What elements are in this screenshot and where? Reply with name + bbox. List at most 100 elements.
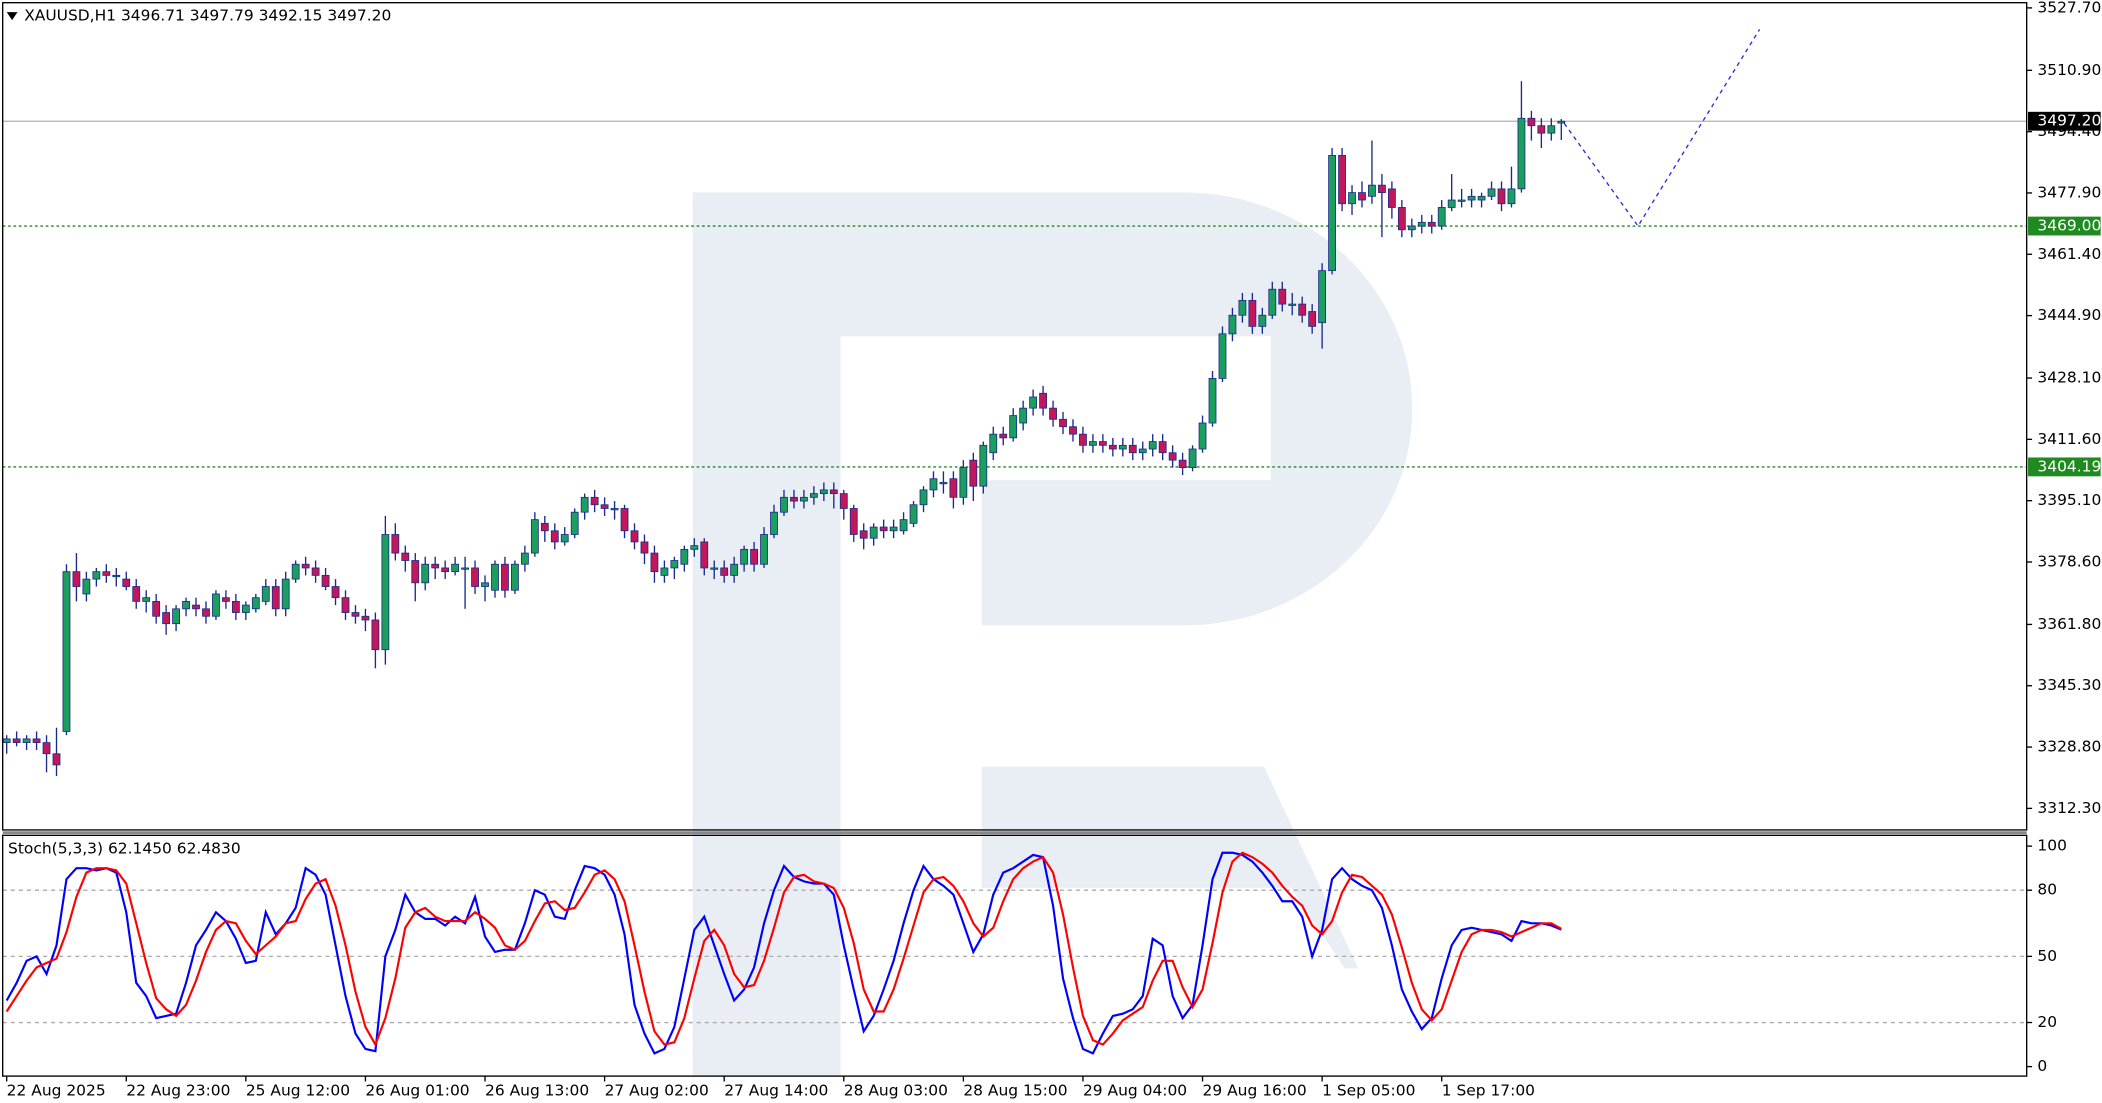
candle-body [222,597,230,602]
candle-body [809,493,818,498]
watermark-r-leg [981,766,1359,969]
candle-body [491,563,499,591]
current-price-badge [2028,111,2101,131]
candle-body [231,600,240,613]
y-tick-label: 20 [2037,1013,2057,1031]
candle-body [72,571,81,587]
candle-body [600,504,609,509]
candle-body [580,496,589,513]
grid-layer [2,120,2027,1024]
candle-body [441,567,450,573]
candle-body [122,578,131,587]
candle-body [1188,448,1197,469]
candle-body [1417,221,1426,227]
candle-body [361,615,370,621]
level-label: 3469.00 [2037,217,2101,235]
candle-body [371,619,380,651]
x-tick-label: 29 Aug 04:00 [1083,1081,1187,1099]
candle-body [590,496,599,506]
candle-body [1338,155,1346,205]
candle-body [411,560,420,584]
x-tick-label: 1 Sep 05:00 [1322,1081,1415,1099]
x-tick-label: 22 Aug 2025 [7,1081,106,1099]
candle-body [1537,125,1546,134]
candle-body [630,530,639,543]
candle-body [351,612,360,617]
candle-body [760,534,768,565]
candle-body [849,508,858,535]
candle-body [530,519,539,554]
candle-body [770,511,778,535]
y-tick-label: 3411.60 [2037,430,2101,448]
candle-body [540,522,549,532]
candle-body [421,563,430,584]
candle-body [1069,426,1077,435]
candle-body [700,541,709,569]
candle-body [1477,195,1486,201]
candle-body [92,571,101,580]
candle-body [790,496,798,502]
candle-body [82,578,91,595]
candle-body [1457,199,1466,202]
y-tick-label: 50 [2037,947,2057,965]
candle-body [560,534,569,543]
candle-body [241,604,250,613]
candle-body [401,552,410,561]
watermark-r-bowl [692,192,1413,1077]
candle-body [1049,407,1057,420]
stoch-line [5,851,1562,1048]
candle-body [32,738,41,744]
candle-body [301,563,310,569]
candle-body [471,567,479,587]
candle-body [929,478,938,491]
candle-body [660,567,669,576]
candle-body [909,504,918,524]
candle-body [1059,418,1067,428]
candle-body [889,526,898,532]
y-tick-label: 3345.30 [2037,676,2101,694]
candle-body [1168,452,1177,461]
candle-body [102,571,111,576]
candle-body [800,496,808,502]
candle-body [819,489,828,495]
candle-body [391,534,400,554]
candle-body [172,608,180,625]
candle-body [1208,378,1217,424]
x-tick-label: 27 Aug 14:00 [724,1081,828,1099]
candle-body [879,526,888,532]
candle-body [1148,441,1157,450]
x-tick-label: 27 Aug 02:00 [605,1081,709,1099]
candle-body [1318,270,1327,324]
candle-body [152,600,161,617]
candle-body [1288,303,1297,306]
candle-body [1557,120,1566,124]
candle-body [52,753,61,766]
candle-body [1108,444,1117,450]
candle-body [570,511,579,535]
candle-body [1138,448,1147,454]
chart-title: XAUUSD,H1 3496.71 3497.79 3492.15 3497.2… [24,7,391,25]
y-tick-label: 3510.90 [2037,61,2101,79]
candle-body [261,586,270,602]
candle-body [501,563,509,591]
candle-body [829,489,838,495]
candle-body [1089,441,1097,446]
candle-body [1248,299,1257,327]
candle-body [42,742,51,755]
candle-body [431,563,440,569]
current-price-label: 3497.20 [2037,112,2101,130]
candle-body [939,482,948,485]
level-badge [2028,457,2101,477]
y-tick-label: 3477.90 [2037,183,2101,201]
x-tick-label: 29 Aug 16:00 [1203,1081,1307,1099]
candle-body [1378,184,1386,193]
y-tick-label: 3444.90 [2037,306,2101,324]
candle-body [1547,125,1556,134]
candle-body [291,563,300,580]
watermark [692,192,1413,1077]
candle-body [311,567,320,576]
candle-body [550,530,559,543]
candle-body [1019,407,1028,424]
candle-body [192,604,200,610]
